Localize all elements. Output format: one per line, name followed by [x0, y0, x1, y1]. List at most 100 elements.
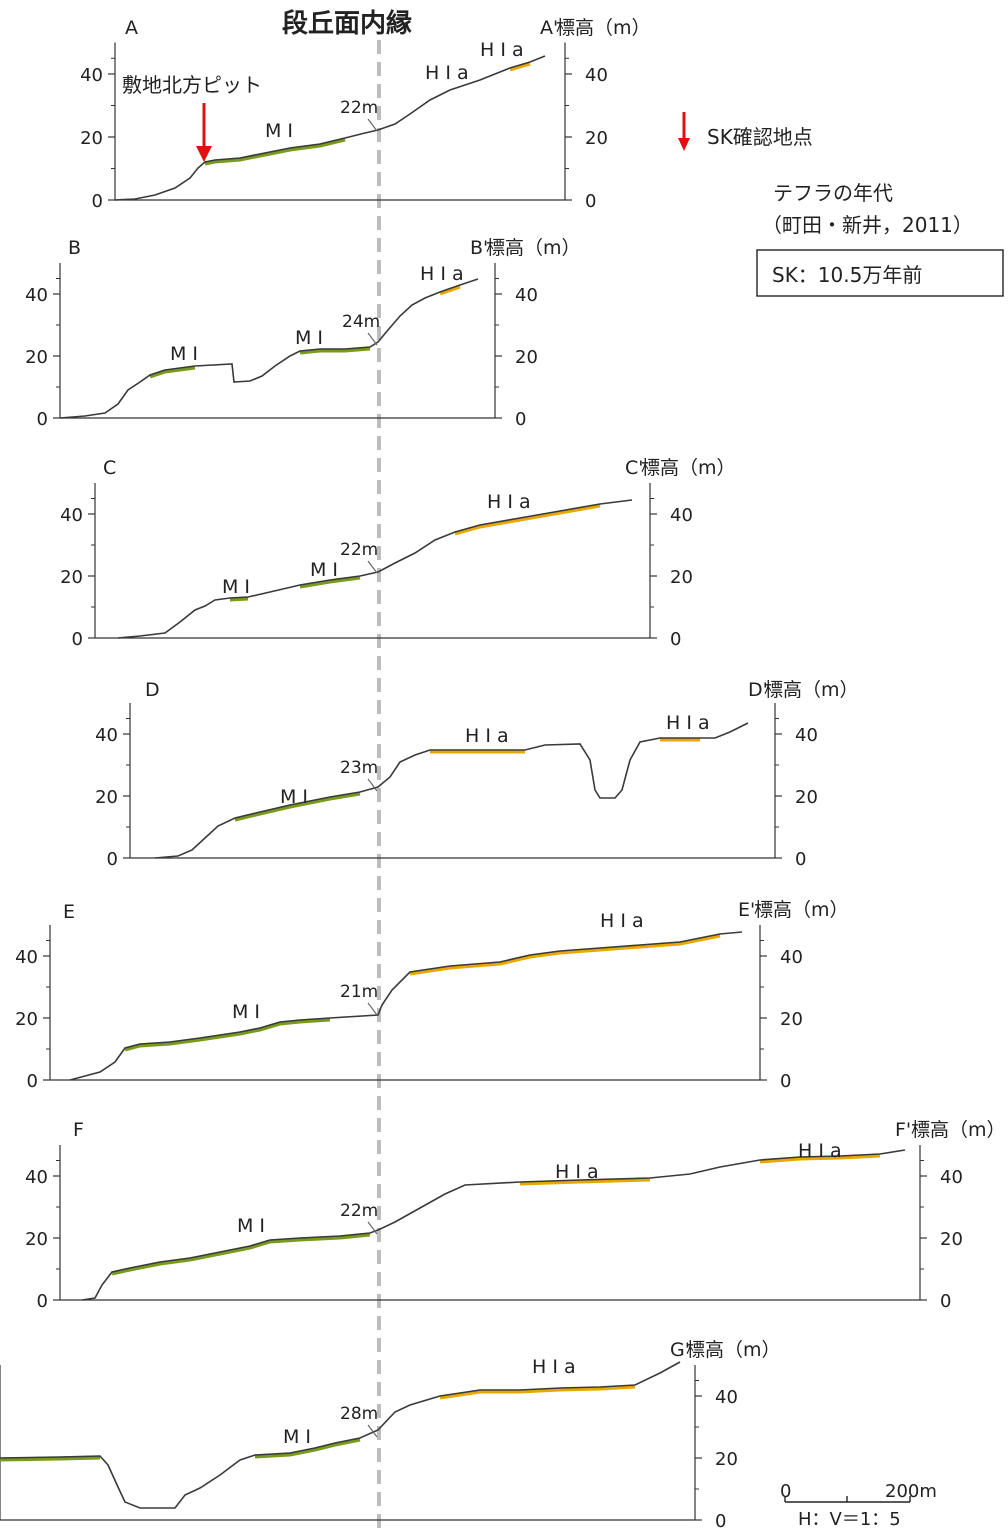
surface-label: M I	[310, 559, 338, 581]
inner-edge-elevation: 22m	[340, 1201, 378, 1221]
profile-line	[69, 931, 743, 1081]
right-tick-label: 20	[940, 1229, 963, 1250]
surface-label: H I a	[487, 491, 531, 513]
mi-surface-band	[149, 365, 196, 379]
hia-surface-band	[409, 933, 721, 976]
left-tick-label: 0	[37, 1291, 48, 1312]
profile-F: 0 0 20 20 40 40 F F' 標高（m） 22m M I H I a H I a	[25, 1119, 1005, 1312]
surface-label: M I	[295, 327, 323, 349]
sk-arrow-head	[196, 146, 212, 162]
tephra-box-text: SK：10.5万年前	[772, 263, 922, 287]
section-end-label: G'	[670, 1339, 690, 1361]
hia-surface-band	[509, 61, 531, 72]
profile-line	[114, 55, 546, 201]
tephra-source: （町田・新井，2011）	[762, 213, 973, 237]
right-tick-label: 0	[940, 1291, 951, 1312]
left-tick-label: 0	[37, 409, 48, 430]
left-tick-label: 40	[25, 285, 48, 306]
profile-D: 0 0 20 20 40 40 D D'標高（m） 23m M I H I a H I a	[95, 679, 858, 870]
section-start-label: A	[125, 17, 138, 39]
elevation-unit-label: 標高（m）	[764, 679, 859, 701]
surface-label: H I a	[798, 1140, 842, 1162]
right-tick-label: 20	[780, 1009, 803, 1030]
mi-surface-band	[0, 1455, 101, 1462]
left-tick-label: 40	[60, 505, 83, 526]
left-tick-label: 0	[92, 191, 103, 212]
inner-edge-elevation: 24m	[342, 312, 380, 332]
profile-A: 0 0 20 20 40 40 A A'標高（m） 22m M I H I a H I a	[80, 17, 650, 212]
right-tick-label: 40	[940, 1167, 963, 1188]
surface-label: M I	[237, 1215, 265, 1237]
mi-surface-band	[234, 791, 361, 822]
surface-label: M I	[280, 786, 308, 808]
hia-surface-band	[439, 1384, 636, 1400]
hia-surface-band	[759, 1153, 881, 1164]
surface-label: H I a	[555, 1161, 599, 1183]
hia-surface-band	[439, 284, 461, 296]
pit-label: 敷地北方ピット	[122, 73, 262, 97]
section-start-label: F	[73, 1119, 84, 1141]
inner-edge-pointer	[367, 1424, 378, 1438]
mi-surface-band	[254, 1437, 361, 1459]
left-tick-label: 0	[107, 849, 118, 870]
profile-B: 0 0 20 20 40 40 B B'標高（m） 24m M I M I H I a	[25, 237, 580, 430]
elevation-unit-label: 標高（m）	[641, 457, 736, 479]
inner-edge-pointer	[367, 560, 378, 574]
right-tick-label: 20	[585, 128, 608, 149]
tephra-title: テフラの年代	[773, 181, 893, 205]
surface-label: H I a	[420, 263, 464, 285]
section-end-label: B'	[470, 237, 488, 259]
surface-label: H I a	[600, 910, 644, 932]
inner-edge-pointer	[367, 332, 378, 346]
inner-edge-elevation: 28m	[340, 1404, 378, 1424]
inner-edge-pointer	[367, 778, 378, 792]
section-end-label: A'	[540, 17, 558, 39]
page-title: 段丘面内縁	[282, 8, 412, 39]
right-tick-label: 20	[795, 787, 818, 808]
right-tick-label: 0	[515, 409, 526, 430]
surface-label: H I a	[465, 725, 509, 747]
section-end-label: C'	[625, 457, 644, 479]
scale-ratio-label: H：V＝1：5	[798, 1509, 901, 1530]
profile-line	[154, 722, 749, 859]
left-tick-label: 20	[95, 787, 118, 808]
right-tick-label: 0	[780, 1071, 791, 1092]
hia-surface-band	[519, 1177, 651, 1186]
surface-label: M I	[265, 120, 293, 142]
surface-label: M I	[232, 1001, 260, 1023]
left-tick-label: 20	[80, 128, 103, 149]
inner-edge-elevation: 23m	[340, 758, 378, 778]
scale-zero-label: 0	[780, 1481, 791, 1502]
profile-line	[59, 278, 479, 419]
scale-length-label: 200m	[885, 1481, 937, 1502]
right-tick-label: 40	[795, 725, 818, 746]
mi-surface-band	[204, 137, 346, 166]
elevation-unit-label: 標高（m）	[754, 899, 849, 921]
left-tick-label: 40	[80, 65, 103, 86]
elevation-unit-label: 標高（m）	[911, 1119, 1006, 1141]
legend-sk-label: SK確認地点	[707, 125, 813, 149]
section-start-label: D	[145, 679, 160, 701]
right-tick-label: 40	[715, 1387, 738, 1408]
surface-label: H I a	[480, 39, 524, 61]
mi-surface-band	[229, 596, 249, 602]
right-tick-label: 40	[780, 947, 803, 968]
right-tick-label: 0	[715, 1511, 726, 1532]
section-end-label: F'	[895, 1119, 911, 1141]
right-tick-label: 20	[715, 1449, 738, 1470]
left-tick-label: 20	[25, 1229, 48, 1250]
profile-line	[117, 499, 633, 639]
right-tick-label: 20	[670, 567, 693, 588]
inner-edge-elevation: 21m	[340, 982, 378, 1002]
section-start-label: B	[68, 237, 81, 259]
profile-G: 0 20 40 G'標高（m） 28m M I H I a	[0, 1339, 781, 1532]
surface-label: H I a	[532, 1356, 576, 1378]
mi-surface-band	[124, 1017, 331, 1052]
inner-edge-elevation: 22m	[340, 98, 378, 118]
right-tick-label: 20	[515, 347, 538, 368]
section-end-label: E'	[738, 899, 755, 921]
left-tick-label: 20	[60, 567, 83, 588]
section-start-label: E	[63, 901, 75, 923]
